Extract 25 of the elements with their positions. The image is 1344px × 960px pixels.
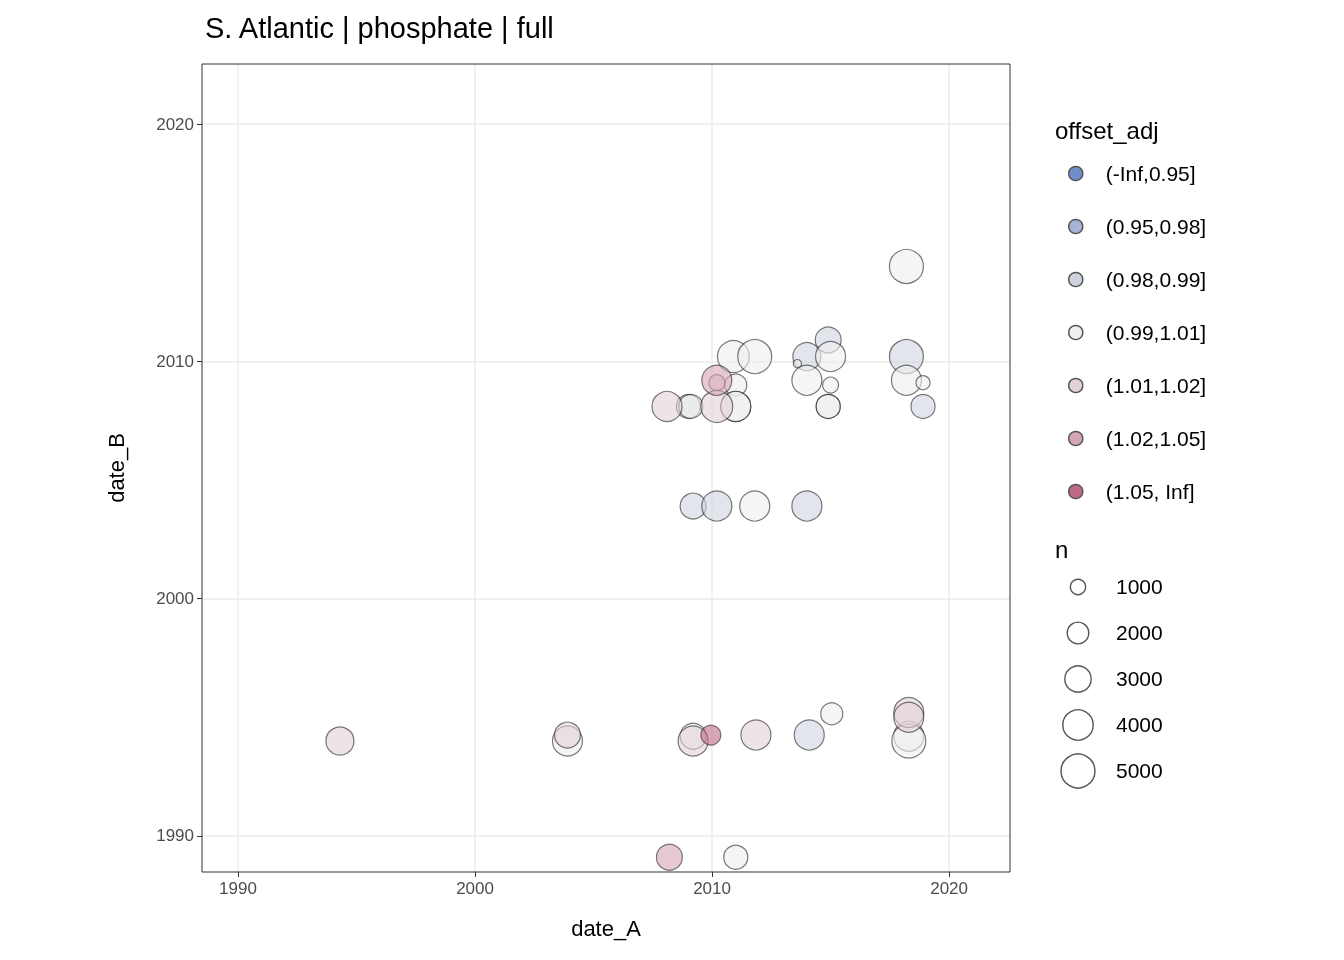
y-axis-title: date_B xyxy=(103,433,129,503)
legend-label: (1.01,1.02] xyxy=(1105,374,1207,397)
y-tick-label: 2010 xyxy=(156,351,194,371)
legend-label: (0.95,0.98] xyxy=(1105,215,1207,238)
x-axis-title: date_A xyxy=(571,915,642,941)
x-tick-label: 2020 xyxy=(930,879,968,898)
x-tick-label: 2010 xyxy=(693,879,731,898)
chart-title: S. Atlantic | phosphate | full xyxy=(205,11,554,44)
legend-label: (1.05, Inf] xyxy=(1105,480,1195,503)
legend-label: (0.99,1.01] xyxy=(1105,321,1207,344)
legend-label: 5000 xyxy=(1116,759,1163,782)
legend-label: 1000 xyxy=(1116,575,1163,598)
x-tick-label: 1990 xyxy=(219,879,257,898)
y-tick-label: 2020 xyxy=(156,114,194,134)
legend-label: 3000 xyxy=(1116,667,1163,690)
legend-title: offset_adj xyxy=(1055,116,1159,144)
legend-label: (-Inf,0.95] xyxy=(1105,162,1196,185)
y-tick-label: 2000 xyxy=(156,589,194,609)
x-tick-label: 2000 xyxy=(456,879,494,898)
legend-label: (0.98,0.99] xyxy=(1105,268,1207,291)
legend-label: 4000 xyxy=(1116,713,1163,736)
legend-label: 2000 xyxy=(1116,621,1163,644)
y-tick-label: 1990 xyxy=(156,826,194,846)
text: n xyxy=(1055,535,1069,563)
legend-label: (1.02,1.05] xyxy=(1105,427,1207,450)
